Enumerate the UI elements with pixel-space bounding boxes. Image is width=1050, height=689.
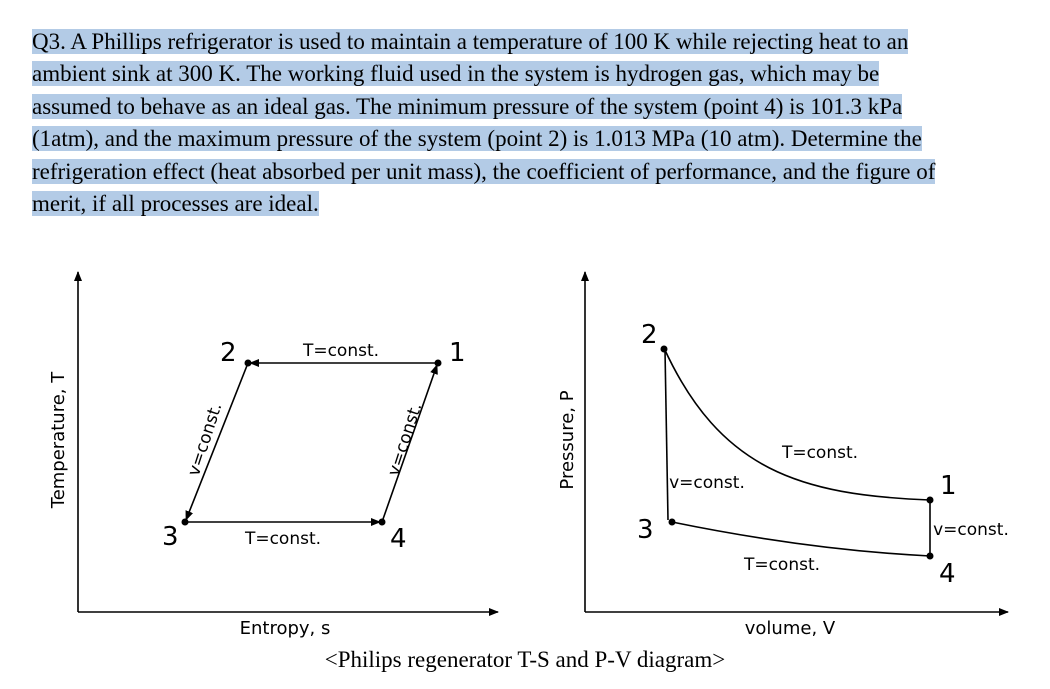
process-line bbox=[663, 347, 931, 501]
state-point bbox=[668, 518, 676, 526]
process-line bbox=[381, 364, 438, 523]
question: Q3. A Phillips refrigerator is used to m… bbox=[32, 26, 1032, 220]
question-line: refrigeration effect (heat absorbed per … bbox=[32, 158, 936, 184]
point-label: 4 bbox=[939, 559, 956, 589]
pv-diagram: 1 2 3 4 T=const. T=const. v=const. v=con… bbox=[557, 271, 1009, 639]
state-point bbox=[926, 496, 934, 504]
process-label: T=const. bbox=[244, 529, 321, 549]
y-axis-label: Pressure, P bbox=[557, 390, 578, 489]
caption: <Philips regenerator T-S and P-V diagram… bbox=[325, 647, 726, 672]
process-label: v=const. bbox=[669, 473, 745, 493]
state-point bbox=[378, 518, 386, 526]
state-point bbox=[181, 518, 189, 526]
process-label: T=const. bbox=[743, 555, 820, 575]
process-label: v=const. bbox=[933, 520, 1009, 540]
process-label: T=const. bbox=[781, 443, 858, 463]
point-label: 3 bbox=[637, 515, 654, 545]
question-line: assumed to behave as an ideal gas. The m… bbox=[32, 93, 903, 119]
state-point bbox=[434, 359, 442, 367]
process-line bbox=[671, 521, 931, 557]
x-axis-label: Entropy, s bbox=[240, 618, 331, 639]
state-point bbox=[244, 359, 252, 367]
point-label: 2 bbox=[641, 320, 658, 350]
process-line bbox=[664, 349, 669, 521]
point-label: 1 bbox=[449, 338, 466, 368]
question-line: Q3. A Phillips refrigerator is used to m… bbox=[32, 29, 909, 54]
process-label: v=const. bbox=[384, 400, 426, 478]
process-line bbox=[185, 362, 249, 521]
point-label: 1 bbox=[940, 471, 957, 501]
state-point bbox=[660, 345, 668, 353]
ts-diagram: 1 2 3 4 T=const. T=const. v=const. v=con… bbox=[48, 271, 499, 639]
question-line: (1atm), and the maximum pressure of the … bbox=[32, 126, 922, 152]
point-label: 4 bbox=[390, 524, 407, 554]
process-label: v=const. bbox=[184, 400, 226, 478]
state-point bbox=[926, 552, 934, 560]
process-label: T=const. bbox=[302, 341, 379, 361]
point-label: 3 bbox=[162, 522, 179, 552]
question-line: merit, if all processes are ideal. bbox=[32, 191, 319, 217]
x-axis-label: volume, V bbox=[745, 618, 836, 639]
point-label: 2 bbox=[220, 338, 237, 368]
y-axis-label: Temperature, T bbox=[48, 371, 69, 509]
question-line: ambient sink at 300 K. The working fluid… bbox=[32, 61, 880, 87]
